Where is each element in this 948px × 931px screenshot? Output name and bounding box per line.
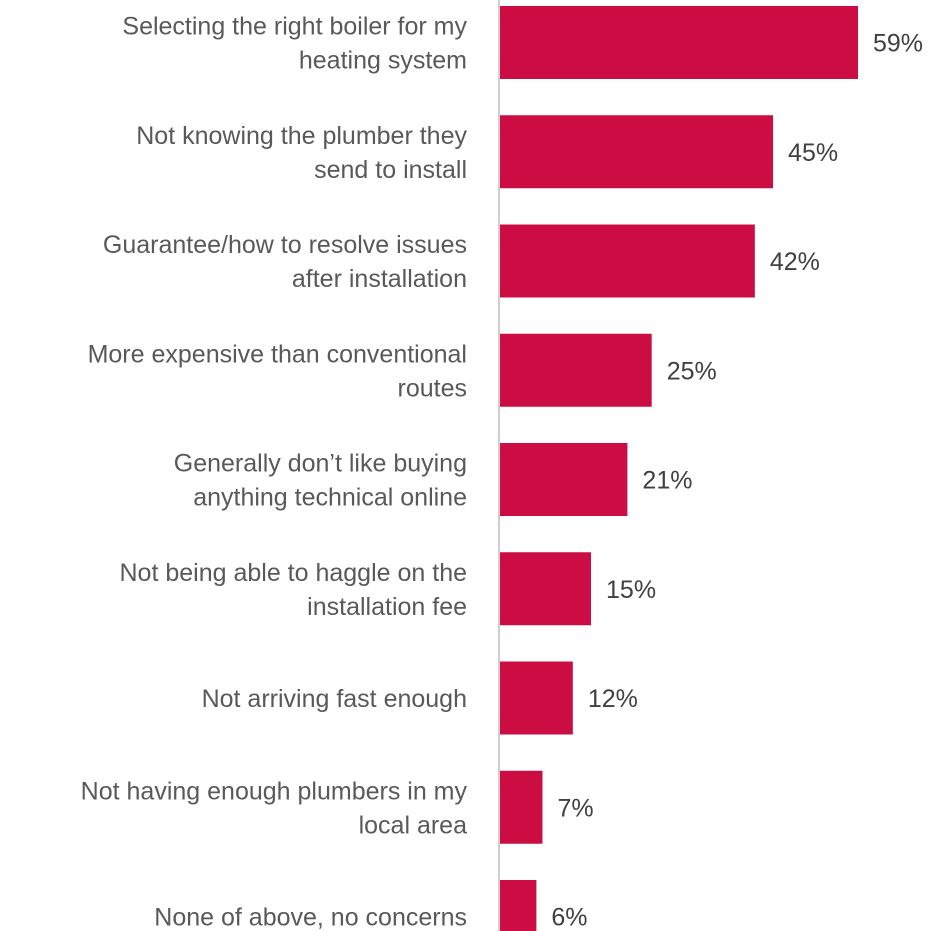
category-label: More expensive than conventional routes xyxy=(88,340,467,402)
value-label: 21% xyxy=(642,467,692,495)
category-label-line: Not having enough plumbers in my xyxy=(81,777,468,805)
category-label-line: Not arriving fast enough xyxy=(202,685,467,713)
bar xyxy=(500,224,755,298)
bar xyxy=(500,770,543,844)
category-label-line: More expensive than conventional xyxy=(88,340,467,368)
bar-row: Selecting the right boiler for my heating… xyxy=(122,6,923,79)
category-label-line: Guarantee/how to resolve issues xyxy=(103,231,467,259)
category-label: Not being able to haggle on the installat… xyxy=(120,559,468,621)
value-label: 6% xyxy=(551,904,587,931)
category-label-line: local area xyxy=(359,811,467,839)
bar xyxy=(500,6,858,79)
category-label-line: installation fee xyxy=(307,593,467,621)
bar-row: More expensive than conventional routes 25… xyxy=(88,333,717,407)
bar-row: Generally don’t like buying anything tech… xyxy=(174,443,692,516)
bar-row: Not being able to haggle on the installat… xyxy=(120,552,656,626)
value-label: 25% xyxy=(667,357,717,385)
bar xyxy=(500,443,628,516)
value-label: 7% xyxy=(557,794,593,822)
bar-row: Not having enough plumbers in my local ar… xyxy=(81,770,594,844)
category-label-line: heating system xyxy=(299,47,467,75)
category-label-line: send to install xyxy=(314,156,467,184)
category-label-line: after installation xyxy=(292,265,467,293)
category-label-line: anything technical online xyxy=(193,484,467,512)
bar xyxy=(500,333,652,407)
bar xyxy=(500,880,537,931)
category-label-line: Generally don’t like buying xyxy=(174,450,467,478)
bar xyxy=(500,552,592,626)
bar xyxy=(500,115,774,189)
value-label: 15% xyxy=(606,576,656,604)
category-label: Selecting the right boiler for my heating… xyxy=(122,13,467,75)
bar-row: Guarantee/how to resolve issues after ins… xyxy=(103,224,820,298)
value-label: 42% xyxy=(770,248,820,276)
bar xyxy=(500,661,573,735)
category-label-line: None of above, no concerns xyxy=(154,904,467,931)
chart-rows: Selecting the right boiler for my heating… xyxy=(81,6,923,931)
bar-row: Not arriving fast enough 12% xyxy=(202,661,638,735)
category-label: Not arriving fast enough xyxy=(202,685,467,713)
category-label: None of above, no concerns xyxy=(154,904,467,931)
value-label: 45% xyxy=(788,139,838,167)
category-label-line: routes xyxy=(398,374,467,402)
bar-row: None of above, no concerns 6% xyxy=(154,880,588,931)
category-label: Not having enough plumbers in my local ar… xyxy=(81,777,468,839)
bar-row: Not knowing the plumber they send to inst… xyxy=(136,115,838,189)
category-label-line: Not being able to haggle on the xyxy=(120,559,468,587)
category-label: Not knowing the plumber they send to inst… xyxy=(136,122,467,184)
category-label: Generally don’t like buying anything tech… xyxy=(174,450,467,512)
value-label: 12% xyxy=(588,685,638,713)
category-label: Guarantee/how to resolve issues after ins… xyxy=(103,231,467,293)
category-label-line: Selecting the right boiler for my xyxy=(122,13,467,41)
value-label: 59% xyxy=(873,30,923,58)
category-label-line: Not knowing the plumber they xyxy=(136,122,467,150)
